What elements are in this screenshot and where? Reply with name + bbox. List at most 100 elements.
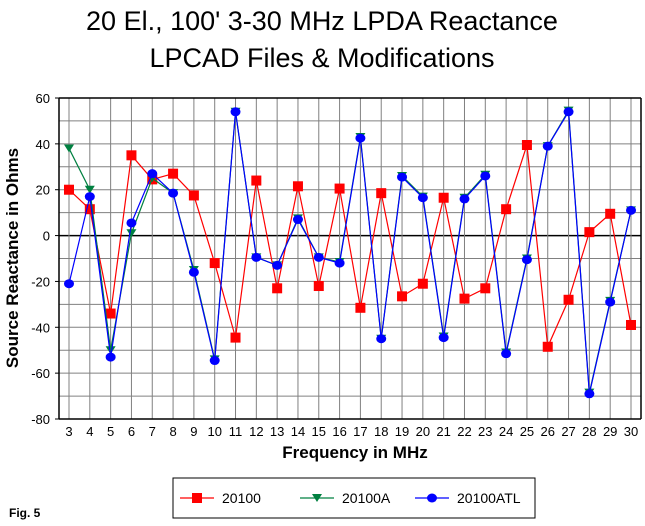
data-point xyxy=(584,389,595,399)
data-point xyxy=(84,185,95,194)
data-point xyxy=(376,334,387,344)
legend-label: 20100 xyxy=(222,490,261,506)
series-group xyxy=(64,106,636,399)
legend-box xyxy=(172,477,536,519)
legend-entry-20100: 20100 xyxy=(180,490,261,506)
data-point xyxy=(355,133,366,143)
x-tick-label: 4 xyxy=(86,424,93,439)
data-point xyxy=(417,193,428,203)
data-point xyxy=(459,194,470,204)
data-point xyxy=(480,283,491,294)
data-point xyxy=(584,227,595,238)
x-tick-label: 24 xyxy=(499,424,513,439)
data-point xyxy=(542,141,553,151)
figure-label: Fig. 5 xyxy=(9,506,41,520)
x-tick-label: 18 xyxy=(374,424,388,439)
data-point xyxy=(188,190,199,201)
series-20100atl xyxy=(64,107,636,399)
y-tick-label: -80 xyxy=(31,412,50,427)
x-tick-label: 7 xyxy=(149,424,156,439)
data-point xyxy=(105,308,116,319)
data-point xyxy=(272,283,283,294)
x-tick-label: 14 xyxy=(291,424,305,439)
data-point xyxy=(272,260,283,270)
y-tick-label: -40 xyxy=(31,320,50,335)
data-point xyxy=(626,319,636,330)
data-point xyxy=(188,267,199,277)
data-point xyxy=(168,188,179,198)
x-tick-label: 12 xyxy=(249,424,263,439)
y-tick-labels: 60 40 20 0 -20 -40 -60 -80 xyxy=(31,91,50,427)
x-tick-label: 6 xyxy=(128,424,135,439)
data-point xyxy=(313,281,324,292)
data-point xyxy=(563,294,574,305)
x-tick-label: 13 xyxy=(270,424,284,439)
legend-marker xyxy=(312,494,322,502)
chart-subtitle: LPCAD Files & Modifications xyxy=(149,43,494,73)
x-tick-label: 25 xyxy=(520,424,534,439)
legend-entry-20100a: 20100A xyxy=(300,490,391,506)
x-tick-label: 23 xyxy=(478,424,492,439)
legend-marker xyxy=(192,493,202,503)
legend-label: 20100ATL xyxy=(457,490,521,506)
x-tick-label: 16 xyxy=(332,424,346,439)
data-point xyxy=(501,204,512,215)
data-point xyxy=(480,171,491,181)
data-point xyxy=(168,168,179,179)
data-point xyxy=(126,150,137,161)
legend-entry-20100atl: 20100ATL xyxy=(415,490,521,506)
y-tick-label: -20 xyxy=(31,274,50,289)
data-point xyxy=(397,172,408,182)
data-point xyxy=(376,188,387,199)
x-tick-label: 11 xyxy=(229,424,243,439)
data-point xyxy=(292,181,303,192)
data-point xyxy=(126,218,137,228)
data-point xyxy=(126,229,137,238)
data-point xyxy=(64,279,74,289)
x-tick-label: 22 xyxy=(457,424,471,439)
data-point xyxy=(542,341,553,352)
data-point xyxy=(438,192,449,203)
data-point xyxy=(251,175,262,186)
data-point xyxy=(355,302,366,313)
data-point xyxy=(64,144,74,153)
grid-lines xyxy=(59,97,641,420)
data-point xyxy=(292,215,303,225)
data-point xyxy=(209,356,220,366)
data-point xyxy=(563,107,574,117)
y-tick-label: 60 xyxy=(36,91,50,106)
x-tick-label: 10 xyxy=(207,424,221,439)
y-tick-label: 40 xyxy=(36,137,50,152)
data-point xyxy=(209,258,220,269)
y-tick-label: 20 xyxy=(36,183,50,198)
x-tick-labels: 3 4 5 6 7 8 9 10 11 12 13 14 15 16 17 18 19 20 21 22 23 24 25 2… xyxy=(65,424,638,439)
data-point xyxy=(105,352,116,362)
data-point xyxy=(251,252,262,262)
data-point xyxy=(417,278,428,289)
chart-title: 20 El., 100' 3-30 MHz LPDA Reactance xyxy=(86,6,558,36)
x-tick-label: 3 xyxy=(65,424,72,439)
axes xyxy=(55,97,642,420)
x-tick-label: 26 xyxy=(541,424,555,439)
legend-marker xyxy=(427,493,437,503)
x-tick-label: 28 xyxy=(582,424,596,439)
x-tick-label: 9 xyxy=(190,424,197,439)
series-line xyxy=(68,109,632,394)
data-point xyxy=(64,184,74,195)
x-tick-label: 20 xyxy=(416,424,430,439)
legend: 20100 20100A 20100ATL xyxy=(172,477,536,519)
data-point xyxy=(334,183,345,194)
legend-label: 20100A xyxy=(342,490,391,506)
data-point xyxy=(84,204,95,215)
x-tick-label: 8 xyxy=(169,424,176,439)
x-tick-label: 21 xyxy=(436,424,450,439)
series-line xyxy=(68,144,632,350)
data-point xyxy=(147,169,158,179)
data-point xyxy=(105,346,116,355)
x-tick-label: 17 xyxy=(353,424,367,439)
data-point xyxy=(605,297,616,307)
data-point xyxy=(230,332,241,343)
x-tick-label: 30 xyxy=(624,424,638,439)
data-point xyxy=(626,205,636,215)
